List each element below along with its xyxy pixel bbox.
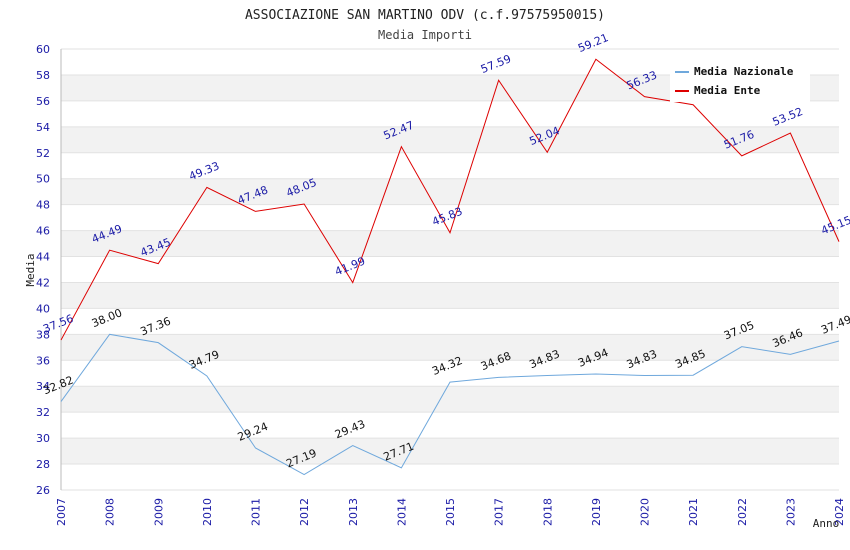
grid-lines xyxy=(61,48,839,491)
x-tick-label: 2015 xyxy=(444,498,457,526)
series-line-media-ente xyxy=(60,58,840,341)
y-tick-label: 52 xyxy=(36,147,50,160)
y-axis-label: Media xyxy=(24,253,37,286)
y-tick-label: 58 xyxy=(36,69,50,82)
y-tick-label: 38 xyxy=(36,328,50,341)
legend-label-media-ente: Media Ente xyxy=(694,84,761,97)
x-tick-label: 2009 xyxy=(152,498,165,526)
data-label: 53.52 xyxy=(771,105,805,129)
grid-band xyxy=(61,178,839,205)
x-tick-label: 2012 xyxy=(298,498,311,526)
x-tick-label: 2020 xyxy=(639,498,652,526)
data-label: 57.59 xyxy=(479,52,513,76)
data-label: 45.83 xyxy=(430,205,464,229)
x-tick-label: 2013 xyxy=(347,498,360,526)
y-tick-label: 40 xyxy=(36,302,50,315)
x-tick-label: 2019 xyxy=(590,498,603,526)
series-line-media-nazionale xyxy=(60,333,840,476)
y-tick-label: 36 xyxy=(36,354,50,367)
y-tick-labels: 26 28 30 32 34 36 38 40 42 44 46 48 50 52 54 56 58 60 xyxy=(36,43,50,497)
data-label: 38.00 xyxy=(90,306,124,330)
x-tick-label: 2010 xyxy=(201,498,214,526)
x-tick-label: 2022 xyxy=(736,498,749,526)
legend: Media Nazionale Media Ente xyxy=(670,60,810,102)
chart-title: ASSOCIAZIONE SAN MARTINO ODV (c.f.975759… xyxy=(245,8,605,23)
y-tick-label: 48 xyxy=(36,199,50,212)
grid-band xyxy=(61,230,839,257)
y-tick-label: 32 xyxy=(36,406,50,419)
y-tick-label: 30 xyxy=(36,432,50,445)
x-axis-label: Anno xyxy=(813,517,840,530)
x-tick-label: 2007 xyxy=(55,498,68,526)
y-tick-label: 60 xyxy=(36,43,50,56)
y-tick-label: 26 xyxy=(36,484,50,497)
y-tick-label: 34 xyxy=(36,380,50,393)
y-tick-label: 28 xyxy=(36,458,50,471)
x-tick-label: 2018 xyxy=(541,498,554,526)
x-tick-label: 2024 xyxy=(833,498,846,526)
y-tick-label: 56 xyxy=(36,95,50,108)
x-tick-label: 2011 xyxy=(250,498,263,526)
y-tick-label: 50 xyxy=(36,173,50,186)
y-tick-label: 42 xyxy=(36,276,50,289)
y-tick-label: 46 xyxy=(36,225,50,238)
legend-label-media-nazionale: Media Nazionale xyxy=(694,65,794,78)
grid-band xyxy=(61,438,839,465)
data-label: 59.21 xyxy=(576,31,610,55)
grid-band xyxy=(61,126,839,153)
y-tick-label: 44 xyxy=(36,251,50,264)
x-tick-label: 2021 xyxy=(687,498,700,526)
grid-band xyxy=(61,282,839,309)
grid-band xyxy=(61,386,839,413)
series-lines xyxy=(60,58,840,476)
grid-band xyxy=(61,334,839,361)
data-label: 37.56 xyxy=(41,312,75,336)
x-tick-label: 2023 xyxy=(784,498,797,526)
data-label: 37.49 xyxy=(819,313,850,337)
grid-bands xyxy=(61,74,839,465)
x-tick-label: 2014 xyxy=(395,498,408,526)
x-tick-label: 2008 xyxy=(104,498,117,526)
x-tick-label: 2017 xyxy=(493,498,506,526)
y-tick-label: 54 xyxy=(36,121,50,134)
chart-subtitle: Media Importi xyxy=(378,28,472,42)
x-tick-labels: 2007 2008 2009 2010 2011 2012 2013 2014 2015 2017… xyxy=(55,498,846,526)
